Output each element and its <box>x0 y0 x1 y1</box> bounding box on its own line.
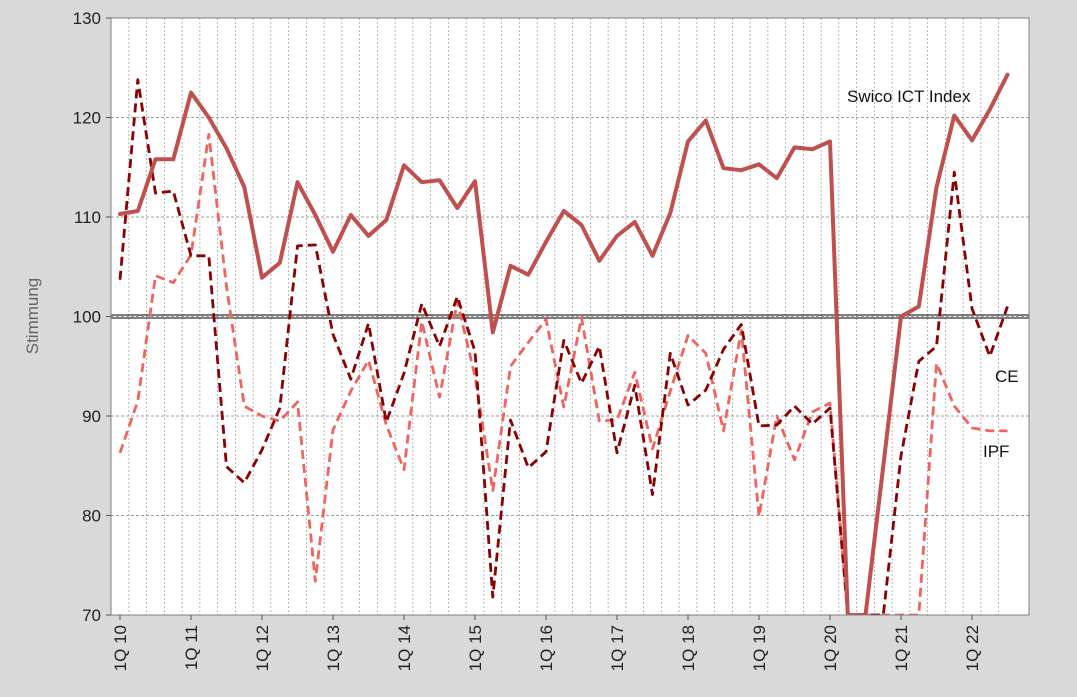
x-tick-label: 1Q 21 <box>892 625 911 671</box>
y-tick-label: 70 <box>82 606 101 625</box>
y-tick-label: 80 <box>82 507 101 526</box>
x-tick-label: 1Q 17 <box>608 625 627 671</box>
x-tick-label: 1Q 18 <box>679 625 698 671</box>
x-tick-label: 1Q 14 <box>395 625 414 671</box>
series-label-swico: Swico ICT Index <box>847 87 971 106</box>
series-label-ipf: IPF <box>983 442 1009 461</box>
x-axis: 1Q 10 1Q 11 1Q 12 1Q 13 1Q 14 1Q 15 1Q 16 1Q 17… <box>111 615 982 671</box>
y-tick-label: 100 <box>73 308 101 327</box>
y-tick-label: 110 <box>74 208 101 227</box>
x-tick-label: 1Q 15 <box>466 625 485 671</box>
x-tick-label: 1Q 20 <box>821 625 840 671</box>
y-tick-label: 90 <box>82 407 101 426</box>
y-tick-label: 130 <box>73 9 101 28</box>
series-line-swico-ict-index <box>118 72 1010 615</box>
series-label-ce: CE <box>995 367 1019 386</box>
y-tick-label: 120 <box>73 109 101 128</box>
series-line-ce <box>118 78 1009 615</box>
x-tick-label: 1Q 19 <box>750 625 769 671</box>
series-line-ipf <box>118 132 1008 615</box>
y-axis: 70 80 90 100 110 120 130 <box>73 9 111 625</box>
x-tick-label: 1Q 13 <box>324 625 343 671</box>
x-tick-label: 1Q 22 <box>963 625 982 671</box>
x-tick-label: 1Q 16 <box>537 625 556 671</box>
x-tick-label: 1Q 12 <box>253 625 272 671</box>
series-layer <box>118 72 1010 615</box>
x-tick-label: 1Q 10 <box>111 625 130 671</box>
y-axis-title: Stimmung <box>23 278 42 355</box>
x-tick-label: 1Q 11 <box>182 625 201 670</box>
